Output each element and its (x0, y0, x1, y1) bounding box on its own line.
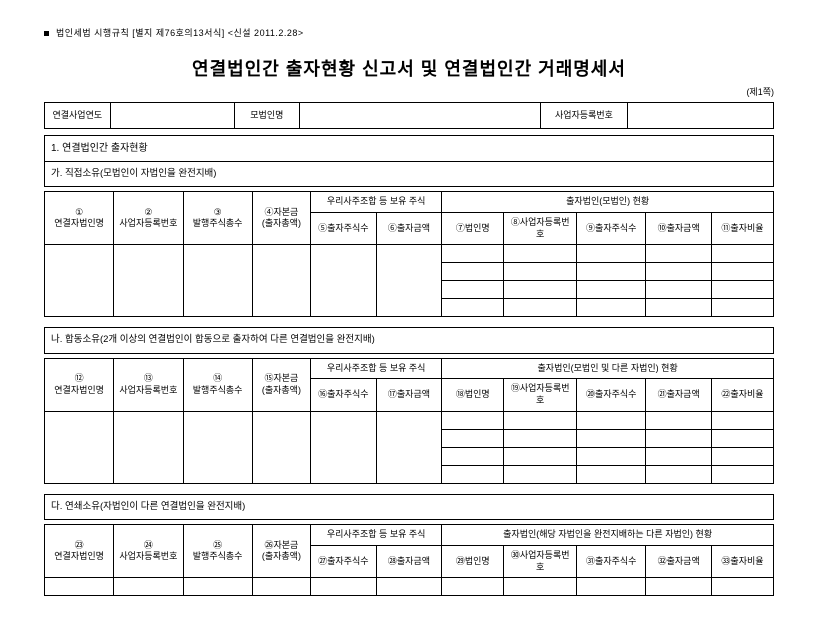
a-col8: ⑧사업자등록번호 (504, 213, 577, 245)
subC-title: 다. 연쇄소유(자법인이 다른 연결법인을 완전지배) (45, 494, 774, 519)
b-col8: ⑲사업자등록번호 (504, 379, 577, 411)
subA-title-table: 가. 직접소유(모법인이 자법인을 완전지배) (44, 161, 774, 187)
c-col4: ㉖자본금 (출자총액) (252, 525, 310, 578)
c-col5: ㉗출자주식수 (311, 545, 377, 577)
c-col1: ㉓ 연결자법인명 (45, 525, 114, 578)
label-bizno: 사업자등록번호 (540, 103, 627, 129)
label-parent: 모법인명 (234, 103, 300, 129)
a-col6: ⑥출자금액 (376, 213, 442, 245)
c-group2: 출자법인(해당 자법인을 완전지배하는 다른 자법인) 현황 (442, 525, 774, 546)
meta-table: 연결사업연도 모법인명 사업자등록번호 (44, 102, 774, 129)
table-row (45, 245, 774, 263)
a-group2: 출자법인(모법인) 현황 (442, 192, 774, 213)
a-col4: ④자본금 (출자총액) (252, 192, 310, 245)
c-col2: ㉔ 사업자등록번호 (114, 525, 183, 578)
subC-title-table: 다. 연쇄소유(자법인이 다른 연결법인을 완전지배) (44, 494, 774, 520)
tableB: ⑫ 연결자법인명 ⑬ 사업자등록번호 ⑭ 발행주식총수 ⑮자본금 (출자총액) … (44, 358, 774, 484)
b-group2: 출자법인(모법인 및 다른 자법인) 현황 (442, 358, 774, 379)
b-col11: ㉒출자비율 (711, 379, 773, 411)
label-year: 연결사업연도 (45, 103, 111, 129)
doc-header-text: 법인세법 시행규칙 [별지 제76호의13서식] <신설 2011.2.28> (56, 28, 304, 38)
subA-title: 가. 직접소유(모법인이 자법인을 완전지배) (45, 162, 774, 187)
a-col2: ② 사업자등록번호 (114, 192, 183, 245)
b-col9: ⑳출자주식수 (577, 379, 646, 411)
table-row (45, 411, 774, 429)
a-col10: ⑩출자금액 (646, 213, 712, 245)
c-col9: ㉛출자주식수 (577, 545, 646, 577)
section1-title: 1. 연결법인간 출자현황 (45, 136, 774, 162)
a-col11: ⑪출자비율 (711, 213, 773, 245)
subB-title: 나. 합동소유(2개 이상의 연결법인이 합동으로 출자하여 다른 연결법인을 … (45, 328, 774, 353)
subB-title-table: 나. 합동소유(2개 이상의 연결법인이 합동으로 출자하여 다른 연결법인을 … (44, 327, 774, 353)
c-col3: ㉕ 발행주식총수 (183, 525, 252, 578)
tableA: ① 연결자법인명 ② 사업자등록번호 ③ 발행주식총수 ④자본금 (출자총액) … (44, 191, 774, 317)
value-bizno (628, 103, 774, 129)
c-group1: 우리사주조합 등 보유 주식 (311, 525, 442, 546)
b-col3: ⑭ 발행주식총수 (183, 358, 252, 411)
b-col5: ⑯출자주식수 (311, 379, 377, 411)
tableC: ㉓ 연결자법인명 ㉔ 사업자등록번호 ㉕ 발행주식총수 ㉖자본금 (출자총액) … (44, 524, 774, 596)
a-col5: ⑤출자주식수 (311, 213, 377, 245)
bullet-icon (44, 31, 49, 36)
value-year (110, 103, 234, 129)
b-col1: ⑫ 연결자법인명 (45, 358, 114, 411)
a-col9: ⑨출자주식수 (577, 213, 646, 245)
c-col7: ㉙법인명 (442, 545, 504, 577)
c-col11: ㉝출자비율 (711, 545, 773, 577)
b-group1: 우리사주조합 등 보유 주식 (311, 358, 442, 379)
a-group1: 우리사주조합 등 보유 주식 (311, 192, 442, 213)
b-col2: ⑬ 사업자등록번호 (114, 358, 183, 411)
c-col8: ㉚사업자등록번호 (504, 545, 577, 577)
document-title: 연결법인간 출자현황 신고서 및 연결법인간 거래명세서 (44, 55, 774, 81)
value-parent (300, 103, 541, 129)
a-col7: ⑦법인명 (442, 213, 504, 245)
b-col7: ⑱법인명 (442, 379, 504, 411)
b-col4: ⑮자본금 (출자총액) (252, 358, 310, 411)
c-col10: ㉜출자금액 (646, 545, 712, 577)
c-col6: ㉘출자금액 (376, 545, 442, 577)
table-row (45, 578, 774, 596)
b-col10: ㉑출자금액 (646, 379, 712, 411)
b-col6: ⑰출자금액 (376, 379, 442, 411)
page-number-badge: (제1쪽) (44, 85, 774, 98)
doc-regulation-header: 법인세법 시행규칙 [별지 제76호의13서식] <신설 2011.2.28> (44, 26, 774, 39)
a-col3: ③ 발행주식총수 (183, 192, 252, 245)
section1-title-table: 1. 연결법인간 출자현황 (44, 135, 774, 161)
a-col1: ① 연결자법인명 (45, 192, 114, 245)
